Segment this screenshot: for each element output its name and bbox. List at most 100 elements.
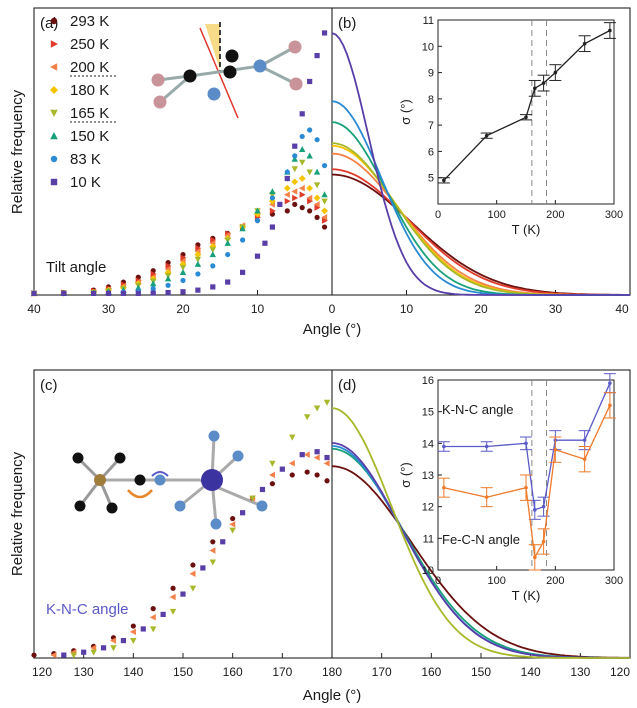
data-point xyxy=(269,188,276,195)
data-point xyxy=(150,626,157,633)
data-point xyxy=(314,472,320,478)
fit-curve-line xyxy=(331,407,630,659)
y-axis-label-top: Relative frequency xyxy=(9,89,26,214)
panel-a-x-tick-label: 10 xyxy=(251,302,265,316)
data-point xyxy=(165,262,172,270)
fit-curve-line xyxy=(331,32,630,296)
data-point xyxy=(313,405,321,412)
inset-b-series-line xyxy=(443,29,611,181)
panel-b-x-tick-label: 40 xyxy=(615,302,629,316)
inset-b-data-point xyxy=(533,86,537,91)
data-point xyxy=(291,155,298,162)
data-point xyxy=(259,486,266,493)
inset-d-x-tick-label: 200 xyxy=(546,575,564,587)
data-point xyxy=(314,52,320,59)
data-point xyxy=(160,611,166,618)
data-point xyxy=(299,452,305,458)
panel-b-x-tick-label: 30 xyxy=(549,302,563,316)
data-point xyxy=(292,153,298,159)
data-point xyxy=(299,191,306,198)
data-point xyxy=(313,182,321,189)
inset-b-y-tick-label: 7 xyxy=(428,120,434,132)
panel-label-b: (b) xyxy=(338,15,356,32)
panel-d-x-tick-label: 150 xyxy=(471,665,491,679)
inset-b-data-point xyxy=(608,28,612,33)
inset-d-data-point xyxy=(608,403,612,408)
inset-b-y-tick-label: 9 xyxy=(428,68,434,80)
data-point xyxy=(240,237,246,243)
data-point xyxy=(240,269,246,275)
inset-d-series-label: K-N-C angle xyxy=(442,402,514,417)
data-point xyxy=(210,539,216,545)
data-point xyxy=(225,251,231,258)
data-point xyxy=(283,184,291,192)
data-point xyxy=(195,287,201,293)
data-point xyxy=(91,290,97,296)
data-point xyxy=(289,434,296,441)
legend-label: 10 K xyxy=(70,174,101,191)
inset-d-y-tick-label: 15 xyxy=(422,407,434,419)
data-point xyxy=(31,652,37,658)
legend-marker xyxy=(50,40,58,48)
inset-d-data-point xyxy=(582,438,587,442)
data-point xyxy=(170,585,176,591)
legend-label: 150 K xyxy=(70,128,109,145)
inset-b-data-point xyxy=(442,178,446,183)
inset-d-y-tick-label: 16 xyxy=(422,375,434,387)
data-point xyxy=(314,214,320,220)
data-point xyxy=(180,277,186,284)
inset-d-data-point xyxy=(484,495,489,499)
legend-label: 250 K xyxy=(70,36,109,53)
panel-c-x-tick-label: 170 xyxy=(272,665,292,679)
inset-b-data-point xyxy=(524,115,528,120)
data-point xyxy=(306,184,314,192)
data-point xyxy=(200,565,206,571)
data-point xyxy=(150,270,157,278)
data-point xyxy=(314,449,320,455)
panel-c-x-tick-label: 160 xyxy=(223,665,243,679)
data-point xyxy=(105,290,112,296)
data-point xyxy=(321,207,328,215)
inset-b-y-tick-label: 11 xyxy=(423,15,434,27)
panel-d-x-tick-label: 160 xyxy=(421,665,441,679)
panel-a-x-tick-label: 20 xyxy=(176,302,190,316)
data-point xyxy=(149,614,156,621)
molecule-sketch-knc xyxy=(72,430,268,530)
data-point xyxy=(150,606,156,612)
data-point xyxy=(195,244,202,252)
data-point xyxy=(179,268,187,275)
data-point xyxy=(279,466,285,472)
data-point xyxy=(323,399,331,406)
legend-marker xyxy=(50,17,58,25)
legend-marker xyxy=(50,86,58,94)
fit-curves xyxy=(331,32,631,659)
data-point xyxy=(323,460,330,467)
y-axis-label-bottom: Relative frequency xyxy=(9,451,26,576)
data-point xyxy=(50,651,57,659)
data-point xyxy=(150,285,156,292)
inset-d-data-point xyxy=(524,485,528,490)
data-point xyxy=(210,236,217,244)
data-point xyxy=(299,159,306,166)
data-point xyxy=(321,30,328,36)
data-point xyxy=(284,169,290,175)
data-point xyxy=(129,628,136,636)
inset-d-y-tick-label: 14 xyxy=(422,438,434,450)
legend: 293 K 250 K 200 K 180 K 165 K 150 K 83 K 10 K xyxy=(50,13,117,191)
data-point xyxy=(179,264,187,271)
data-point xyxy=(298,175,306,182)
data-point xyxy=(306,152,313,159)
data-point xyxy=(209,251,216,258)
inset-d-data-point xyxy=(608,381,612,385)
data-point xyxy=(150,280,157,287)
inset-b-y-tick-label: 5 xyxy=(428,173,434,185)
data-point xyxy=(303,414,311,421)
data-point xyxy=(190,562,196,568)
panel-a-x-tick-label: 30 xyxy=(102,302,116,316)
data-point xyxy=(150,290,156,296)
data-point xyxy=(284,197,291,205)
data-point xyxy=(31,290,37,296)
data-point xyxy=(269,224,275,230)
inset-d-y-tick-label: 10 xyxy=(422,565,434,577)
data-point xyxy=(289,472,295,478)
